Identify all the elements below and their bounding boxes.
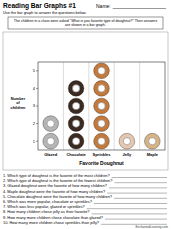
doughnut-hole [72, 102, 79, 109]
y-tick [36, 106, 38, 107]
doughnut-edge [68, 81, 84, 97]
column-separator [63, 62, 64, 150]
doughnut-column [144, 133, 160, 149]
doughnut-hole [72, 85, 79, 92]
intro-line: are shown in a bar graph. [65, 23, 106, 27]
y-tick-label: 5 [33, 68, 36, 73]
doughnut [45, 135, 57, 147]
y-label-line: children [11, 106, 26, 110]
x-tick-label: Sprinkles [92, 152, 111, 157]
worksheet: Reading Bar Graphs #1 Name: Use the bar gr… [0, 0, 171, 229]
instructions: Use the bar graph to answer the question… [3, 11, 86, 15]
name-label: Name: [96, 3, 111, 9]
doughnut-hole [98, 85, 105, 92]
doughnut-column [119, 133, 135, 149]
doughnut [96, 135, 108, 147]
answer-line [109, 187, 167, 188]
answer-line [114, 182, 167, 183]
plot-frame [38, 62, 165, 150]
intro-box [8, 17, 163, 29]
chart-frame [3, 32, 168, 170]
x-tick-label: Jelly [122, 152, 132, 157]
doughnut-edge [94, 98, 110, 114]
doughnut [70, 118, 82, 130]
doughnut [96, 83, 108, 95]
intro-line: The children in a class were asked "What… [14, 19, 158, 23]
doughnut-hole [123, 138, 130, 145]
answer-line [94, 203, 167, 204]
doughnut-edge [94, 133, 110, 149]
doughnut [96, 118, 108, 130]
doughnut-column [94, 63, 110, 149]
marks [43, 63, 160, 149]
x-tick-label: Maple [147, 152, 159, 157]
y-tick [36, 88, 38, 89]
doughnut [45, 118, 57, 130]
y-tick [36, 70, 38, 71]
answer-line [114, 198, 167, 199]
x-tick-label: Chocolate [66, 152, 86, 157]
chart-title: Favorite Doughnut [79, 160, 124, 166]
doughnut [146, 135, 158, 147]
name-line [113, 8, 166, 9]
question: 10. How many more children chose sprinkl… [3, 220, 100, 225]
doughnut [96, 100, 108, 112]
doughnut-edge [68, 98, 84, 114]
doughnut-hole [98, 138, 105, 145]
doughnut-hole [98, 120, 105, 127]
doughnut-hole [47, 120, 54, 127]
answer-line [87, 208, 167, 209]
y-tick [36, 123, 38, 124]
y-tick-label: 1 [33, 139, 36, 144]
x-tick-label: Glazed [44, 152, 58, 157]
title: Reading Bar Graphs #1 [3, 2, 76, 10]
column-separator [139, 62, 140, 150]
y-tick [36, 141, 38, 142]
y-label-line: Number [11, 97, 26, 101]
doughnut [96, 65, 108, 77]
doughnut-edge [68, 116, 84, 132]
column-separator [88, 62, 89, 150]
doughnut-hole [47, 138, 54, 145]
doughnut-hole [149, 138, 156, 145]
doughnut [121, 135, 133, 147]
doughnut-hole [72, 138, 79, 145]
answer-line [105, 219, 167, 220]
y-label-line: of [16, 101, 20, 105]
doughnut [70, 100, 82, 112]
footer: EnchantedLearning.com [135, 225, 168, 229]
doughnut-edge [119, 133, 135, 149]
answer-line [112, 177, 167, 178]
y-tick-label: 2 [33, 121, 36, 126]
answer-line [107, 193, 167, 194]
intro: The children in a class were asked "What… [14, 19, 158, 27]
doughnut-hole [98, 67, 105, 74]
doughnut-hole [72, 120, 79, 127]
doughnut-edge [43, 133, 59, 149]
y-label: Numberofchildren [11, 97, 26, 110]
doughnut-hole [98, 102, 105, 109]
doughnut-edge [94, 63, 110, 79]
doughnut [70, 135, 82, 147]
doughnut-column [68, 81, 84, 149]
y-tick-label: 3 [33, 103, 36, 108]
doughnut-edge [144, 133, 160, 149]
y-tick-label: 4 [33, 86, 36, 91]
doughnut-edge [43, 116, 59, 132]
doughnut-edge [68, 133, 84, 149]
doughnut [70, 83, 82, 95]
column-separator [114, 62, 115, 150]
doughnut-edge [94, 116, 110, 132]
doughnut-column [43, 116, 59, 149]
doughnut-edge [94, 81, 110, 97]
